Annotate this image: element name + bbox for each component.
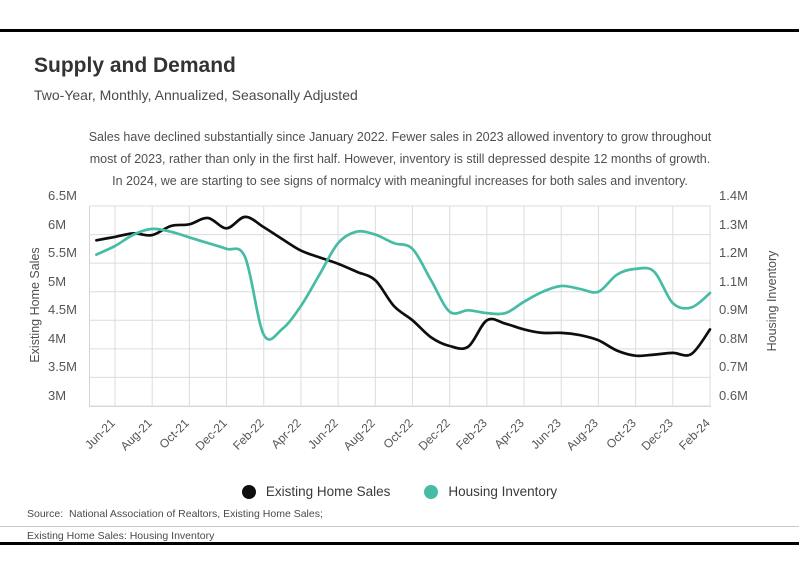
- legend-dot-icon: [424, 484, 439, 499]
- right-axis-tick-label: 0.7M: [719, 359, 748, 375]
- left-axis-tick-label: 4.5M: [48, 302, 77, 318]
- right-axis-tick-label: 0.6M: [719, 388, 748, 403]
- right-axis-tick-label: 1.1M: [719, 273, 748, 289]
- left-axis-title: Existing Home Sales: [28, 247, 42, 363]
- line-chart-plot-area: [89, 205, 712, 407]
- description-line: most of 2023, rather than only in the fi…: [89, 152, 711, 166]
- source-note-line-2: Existing Home Sales: Housing Inventory: [27, 530, 215, 542]
- source-note-line-1: Source: National Association of Realtors…: [27, 508, 323, 520]
- legend-item-housing-inventory: Housing Inventory: [424, 484, 557, 499]
- right-axis-tick-label: 1.3M: [719, 216, 748, 232]
- legend-item-existing-home-sales: Existing Home Sales: [241, 484, 391, 499]
- right-axis-tick-label: 0.8M: [719, 330, 748, 346]
- left-axis-tick-label: 5M: [48, 273, 67, 289]
- legend-dot-icon: [241, 484, 256, 499]
- right-axis-tick-label: 1.2M: [719, 245, 748, 261]
- series-line-left: [95, 215, 712, 358]
- left-axis-tick-label: 3.5M: [48, 359, 77, 375]
- left-axis-tick-label: 4M: [48, 330, 67, 346]
- left-axis-tick-label: 5.5M: [48, 245, 77, 261]
- top-divider: [0, 29, 799, 32]
- left-axis-tick-label: 6.5M: [48, 188, 77, 203]
- bottom-divider: [0, 542, 799, 545]
- chart-legend: Existing Home Sales Housing Inventory: [0, 484, 799, 499]
- page-subtitle: Two-Year, Monthly, Annualized, Seasonall…: [34, 87, 358, 103]
- legend-label: Existing Home Sales: [265, 484, 391, 499]
- description-line: Sales have declined substantially since …: [88, 130, 712, 144]
- series-line-right: [95, 227, 712, 341]
- chart-description: Sales have declined substantially since …: [60, 126, 740, 192]
- page-title: Supply and Demand: [34, 54, 236, 77]
- left-axis-tick-label: 6M: [48, 216, 67, 232]
- right-axis-tick-label: 0.9M: [719, 302, 748, 318]
- footer-divider: [0, 526, 799, 527]
- right-axis-tick-label: 1.4M: [719, 188, 748, 203]
- left-axis-tick-label: 3M: [48, 388, 67, 403]
- legend-label: Housing Inventory: [448, 484, 558, 499]
- chart-canvas: [90, 205, 712, 407]
- right-axis-title: Housing Inventory: [765, 250, 779, 352]
- description-line: In 2024, we are starting to see signs of…: [112, 174, 688, 188]
